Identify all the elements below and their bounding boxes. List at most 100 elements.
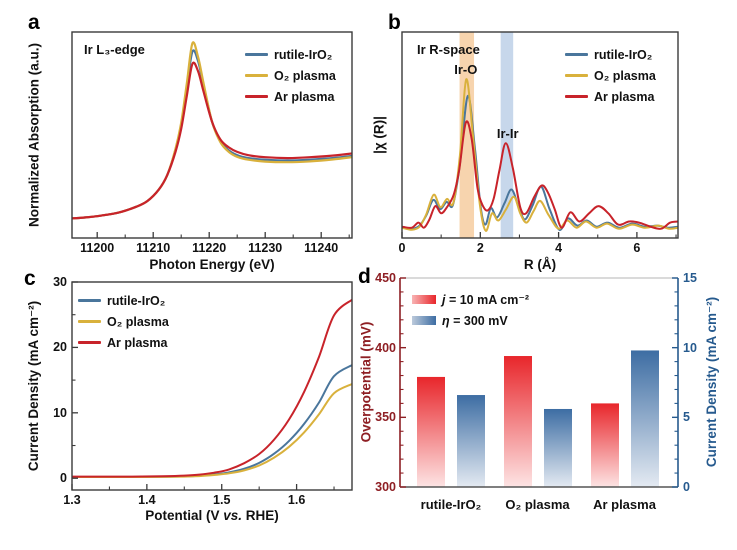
series-curve bbox=[402, 120, 678, 230]
legend-line-sample bbox=[245, 74, 268, 77]
tick-label: 0 bbox=[60, 470, 67, 485]
legend-line-sample bbox=[565, 95, 588, 98]
panel-c-xlabel: Potential (V vs. RHE) bbox=[145, 508, 279, 523]
tick-label: 1.4 bbox=[138, 493, 156, 507]
legend-line-sample bbox=[78, 341, 101, 344]
legend-item: O₂ plasma bbox=[565, 65, 656, 86]
tick-label: 11240 bbox=[304, 241, 339, 255]
legend-item: η = 300 mV bbox=[412, 310, 529, 331]
panel-a-ylabel: Normalized Absorption (a.u.) bbox=[26, 42, 42, 228]
tick-label: 10 bbox=[683, 340, 697, 355]
panel-a-xlabel: Photon Energy (eV) bbox=[149, 257, 275, 272]
category-label: rutile-IrO₂ bbox=[420, 497, 482, 512]
panel-a-label: a bbox=[28, 11, 40, 34]
series-curve bbox=[402, 94, 678, 231]
legend: j = 10 mA cm⁻² η = 300 mV bbox=[412, 289, 529, 331]
series-curve bbox=[72, 298, 352, 478]
plot-frame bbox=[71, 31, 353, 239]
legend: rutile-IrO₂ O₂ plasma Ar plasma bbox=[565, 44, 656, 107]
current-density-bar bbox=[544, 408, 572, 487]
tick-label: 450 bbox=[375, 270, 396, 285]
current-density-bar bbox=[631, 350, 659, 487]
tick-label: 10 bbox=[53, 405, 67, 420]
legend-symbol: j bbox=[442, 293, 446, 307]
legend-item: Ar plasma bbox=[565, 86, 656, 107]
current-density-bar bbox=[457, 395, 485, 487]
tick-label: 300 bbox=[375, 479, 396, 494]
legend-label: Ar plasma bbox=[107, 335, 168, 350]
tick-label: 11230 bbox=[248, 241, 283, 255]
peak-label: Ir-Ir bbox=[496, 125, 519, 141]
tick-label: 400 bbox=[375, 340, 396, 355]
tick-label: 5 bbox=[683, 410, 690, 425]
tick-label: 350 bbox=[375, 410, 396, 425]
tick-label: 11210 bbox=[136, 241, 171, 255]
panel-b-annotation: Ir R-space bbox=[417, 42, 480, 57]
overpotential-bar bbox=[417, 376, 445, 487]
legend-item: Ar plasma bbox=[245, 86, 336, 107]
tick-label: 30 bbox=[53, 274, 67, 289]
panel-d-left-ylabel: Overpotential (mV) bbox=[358, 321, 374, 443]
legend-line-sample bbox=[245, 53, 268, 56]
category-label: Ar plasma bbox=[593, 497, 656, 512]
legend: rutile-IrO₂ O₂ plasma Ar plasma bbox=[78, 290, 169, 353]
panel-a-annotation: Ir L₃-edge bbox=[84, 42, 145, 57]
series-group bbox=[72, 298, 352, 479]
series-curve bbox=[72, 364, 352, 479]
panel-c-ylabel: Current Density (mA cm⁻²) bbox=[26, 300, 41, 472]
panel-c-label: c bbox=[24, 267, 36, 290]
legend-swatch bbox=[412, 295, 436, 304]
legend-item: rutile-IrO₂ bbox=[245, 44, 336, 65]
legend-line-sample bbox=[245, 95, 268, 98]
category-label: O₂ plasma bbox=[505, 497, 570, 512]
legend-label-rest: = 10 mA cm⁻² bbox=[445, 293, 530, 307]
series-curve bbox=[402, 78, 678, 232]
legend: rutile-IrO₂ O₂ plasma Ar plasma bbox=[245, 44, 336, 107]
tick-label: 15 bbox=[683, 270, 697, 285]
legend-swatch bbox=[412, 316, 436, 325]
series-group bbox=[72, 41, 352, 220]
panel-b-ylabel: |χ (R)| bbox=[371, 116, 387, 154]
series-group bbox=[402, 78, 678, 232]
tick-label: 1.5 bbox=[213, 493, 231, 507]
tick-label: 2 bbox=[476, 241, 484, 255]
legend-label: j = 10 mA cm⁻² bbox=[442, 292, 529, 307]
panel-b-label: b bbox=[388, 11, 401, 34]
legend-item: j = 10 mA cm⁻² bbox=[412, 289, 529, 310]
legend-item: rutile-IrO₂ bbox=[78, 290, 169, 311]
legend-label: rutile-IrO₂ bbox=[274, 47, 333, 62]
legend-label: O₂ plasma bbox=[107, 314, 169, 329]
tick-label: 0 bbox=[398, 241, 406, 255]
panel-c-xlabel-italic: vs. bbox=[223, 508, 243, 523]
legend-label: Ar plasma bbox=[594, 89, 655, 104]
panel-c-xlabel-pre: Potential (V bbox=[145, 508, 224, 523]
plot-frame bbox=[401, 31, 679, 239]
tick-label: 11200 bbox=[80, 241, 115, 255]
legend-label: rutile-IrO₂ bbox=[107, 293, 166, 308]
tick-label: 1.6 bbox=[287, 493, 306, 507]
legend-item: O₂ plasma bbox=[78, 311, 169, 332]
tick-label: 11220 bbox=[192, 241, 227, 255]
series-curve bbox=[72, 61, 352, 220]
legend-label: rutile-IrO₂ bbox=[594, 47, 653, 62]
legend-label: O₂ plasma bbox=[274, 68, 336, 83]
tick-label: 6 bbox=[633, 241, 641, 255]
legend-line-sample bbox=[565, 74, 588, 77]
plot-frame bbox=[71, 281, 353, 491]
highlight-band bbox=[500, 32, 514, 238]
overpotential-bar bbox=[591, 403, 619, 487]
panel-d-right-ylabel: Current Density (mA cm⁻²) bbox=[704, 296, 719, 468]
panel-d-label: d bbox=[358, 265, 371, 288]
panel-b-xlabel: R (Å) bbox=[523, 257, 557, 272]
tick-label: 1.3 bbox=[63, 493, 81, 507]
tick-label: 20 bbox=[53, 340, 67, 355]
legend-item: O₂ plasma bbox=[245, 65, 336, 86]
overpotential-bar bbox=[504, 356, 532, 487]
legend-label-rest: = 300 mV bbox=[449, 313, 508, 328]
panel-c-xlabel-post: RHE) bbox=[242, 508, 279, 523]
series-curve bbox=[72, 383, 352, 479]
legend-item: Ar plasma bbox=[78, 332, 169, 353]
legend-item: rutile-IrO₂ bbox=[565, 44, 656, 65]
